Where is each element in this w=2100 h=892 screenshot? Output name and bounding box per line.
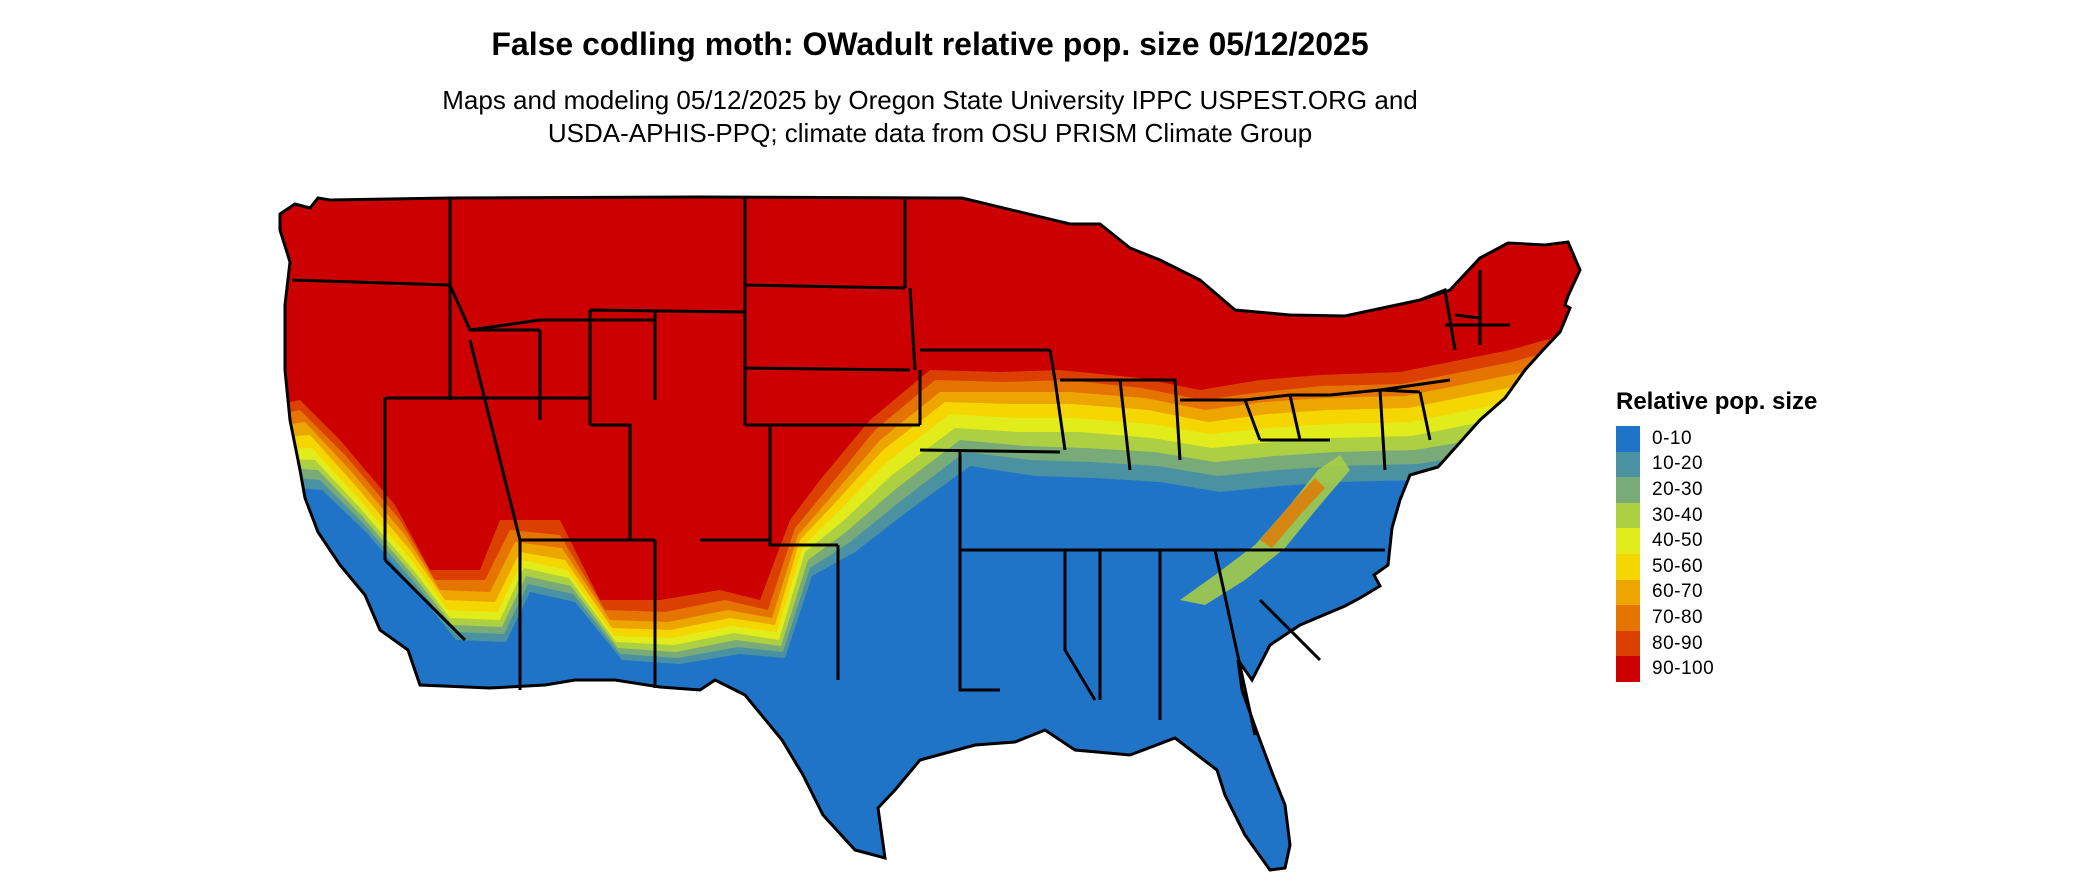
- legend-label: 0-10: [1652, 427, 1693, 449]
- legend-swatch: [1616, 656, 1640, 682]
- map-title: False codling moth: OWadult relative pop…: [491, 26, 1369, 62]
- legend-label: 40-50: [1652, 530, 1704, 552]
- legend-swatch: [1616, 451, 1640, 478]
- appalachian-core: [1260, 478, 1325, 548]
- subtitle-line-2: USDA-APHIS-PPQ; climate data from OSU PR…: [547, 118, 1313, 148]
- legend: Relative pop. size 0-10 10-20 20-30 30-40 40…: [1616, 388, 1817, 682]
- legend-items: 0-10 10-20 20-30 30-40 40-50 50-60 60-70 70-80 8…: [1616, 426, 1817, 682]
- legend-item: 80-90: [1616, 630, 1817, 657]
- state-lines-east: [1060, 378, 1432, 736]
- legend-swatch: [1616, 630, 1640, 657]
- legend-swatch: [1616, 426, 1640, 452]
- legend-label: 20-30: [1652, 478, 1704, 500]
- legend-swatch: [1616, 579, 1640, 606]
- us-outline: [278, 195, 1582, 872]
- legend-label: 70-80: [1652, 606, 1704, 628]
- legend-item: 50-60: [1616, 553, 1817, 580]
- legend-swatch: [1616, 477, 1640, 503]
- state-lines-northeast: [1379, 270, 1510, 392]
- legend-label: 90-100: [1652, 658, 1715, 680]
- state-borders: [278, 195, 1582, 872]
- subtitle-line-1: Maps and modeling 05/12/2025 by Oregon S…: [442, 85, 1418, 115]
- legend-item: 70-80: [1616, 605, 1817, 631]
- legend-item: 90-100: [1616, 656, 1817, 682]
- legend-swatch: [1616, 553, 1640, 580]
- legend-swatch: [1616, 528, 1640, 554]
- legend-item: 40-50: [1616, 528, 1817, 554]
- legend-title: Relative pop. size: [1616, 388, 1818, 415]
- legend-label: 10-20: [1652, 453, 1704, 475]
- legend-item: 30-40: [1616, 502, 1817, 529]
- legend-swatch: [1616, 502, 1640, 529]
- legend-label: 50-60: [1652, 555, 1704, 577]
- legend-item: 10-20: [1616, 451, 1817, 478]
- state-lines-central: [919, 348, 1097, 701]
- legend-item: 0-10: [1616, 426, 1817, 452]
- legend-label: 80-90: [1652, 632, 1704, 654]
- legend-label: 60-70: [1652, 581, 1704, 603]
- map-subtitle: Maps and modeling 05/12/2025 by Oregon S…: [0, 84, 1860, 150]
- legend-label: 30-40: [1652, 504, 1704, 526]
- legend-item: 60-70: [1616, 579, 1817, 606]
- legend-swatch: [1616, 605, 1640, 631]
- legend-item: 20-30: [1616, 477, 1817, 503]
- state-lines-plains: [700, 197, 922, 680]
